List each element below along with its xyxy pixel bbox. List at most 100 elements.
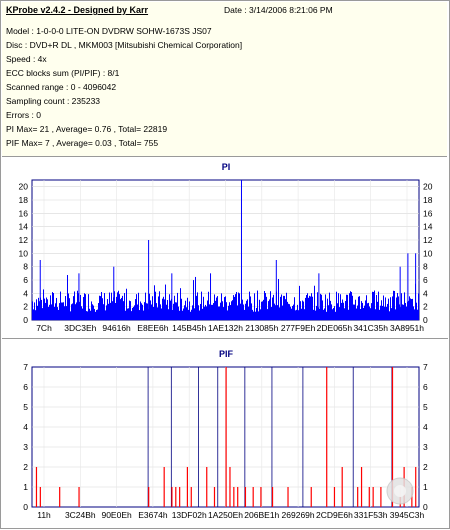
pi-bar [264,291,265,320]
pi-bar [335,311,336,320]
pi-bar [38,297,39,320]
pif-bar [229,467,231,507]
pif-y-tick-left: 7 [23,362,28,372]
pi-bar [57,307,58,320]
pi-y-tick-left: 2 [23,302,28,312]
pi-y-tick-left: 20 [19,182,29,192]
pi-bar [411,299,412,320]
pi-bar [201,291,202,320]
model-line: Model : 1-0-0-0 LITE-ON DVDRW SOHW-1673S… [6,26,212,36]
pi-bar [66,306,67,320]
pi-bar [275,305,276,320]
pi-bar [36,299,37,320]
pi-bar [265,293,266,320]
pif-bar [148,487,150,507]
pi-bar [37,305,38,320]
pi-bar [88,294,89,320]
pi-bar [123,301,124,320]
pi-bar [408,300,409,320]
pi-bar [208,291,209,320]
pi-bar [216,297,217,320]
pi-bar [287,301,288,320]
pi-y-tick-left: 8 [23,262,28,272]
pi-bar [231,301,232,320]
pi-bar [140,301,141,320]
pi-chart-panel: PI 0 0 2 2 4 4 6 6 8 8 10 10 12 12 14 14 16 16 18 18 20 20 7Ch… [2,158,448,339]
pi-bar [395,309,396,320]
pi-bar [369,306,370,320]
pi-bar [328,305,329,320]
pi-y-tick-right: 0 [423,315,428,325]
pif-x-tick: 3C24Bh [65,510,96,520]
pi-bar [339,307,340,320]
pi-bar [359,296,360,320]
pif-bar [206,467,208,507]
pif-y-tick-left: 2 [23,462,28,472]
pi-bar [79,301,80,320]
pi-bar [83,296,84,320]
pi-bar [337,303,338,320]
pi-bar [219,306,220,320]
pif-bar [233,487,235,507]
pi-bar [131,311,132,320]
watermark-logo-center [394,485,406,497]
pi-bar [270,291,271,320]
pif-bar [380,487,382,507]
pi-bar [344,308,345,320]
pi-bar [58,309,59,320]
pi-x-tick: 213085h [245,323,278,333]
pi-bar [67,275,68,320]
pi-bar [361,301,362,320]
pi-bar [105,310,106,320]
pif-y-tick-right: 1 [423,482,428,492]
pif-y-tick-left: 5 [23,402,28,412]
pi-bar [179,310,180,320]
pi-bar [152,296,153,320]
pif-x-tick: 90E0Eh [101,510,132,520]
pi-bar [74,291,75,320]
pi-bar [398,296,399,320]
pif-y-tick-right: 2 [423,462,428,472]
pif-bar [415,467,417,507]
pi-bar [283,295,284,320]
pi-bar [44,298,45,320]
pi-bar [245,303,246,320]
pi-bar [139,310,140,320]
pif-bar [372,487,374,507]
pi-bar [306,295,307,320]
pi-bar [117,292,118,320]
pi-bar [84,293,85,320]
pi-y-tick-right: 6 [423,275,428,285]
pi-x-tick: 2DE065h [317,323,353,333]
pi-bar [403,304,404,320]
pi-bar [251,303,252,320]
pi-bar [87,311,88,320]
pi-bar [191,309,192,320]
pi-bar [185,300,186,320]
pi-bar [232,300,233,320]
pif-bar [260,487,262,507]
errors-line: Errors : 0 [6,110,41,120]
pi-bar [413,306,414,320]
pi-bar [160,304,161,320]
pi-bar [295,310,296,320]
pi-bar [159,291,160,320]
pi-bar [248,306,249,320]
pi-bar [213,303,214,320]
pi-bar [233,295,234,320]
pi-bar [161,308,162,320]
pi-bar [289,304,290,320]
pi-x-tick: 145B45h [172,323,206,333]
pif-x-tick: 13DF02h [172,510,207,520]
pi-bar [280,296,281,320]
pi-spike-bar [113,266,115,320]
pi-bar [242,299,243,320]
pi-bar [223,307,224,320]
pi-spike-bar [399,266,401,320]
pi-bar [111,292,112,320]
pi-bar [108,303,109,320]
pi-bar [313,309,314,320]
pi-bar [65,296,66,320]
pi-bar [175,302,176,320]
pi-bar [229,302,230,320]
